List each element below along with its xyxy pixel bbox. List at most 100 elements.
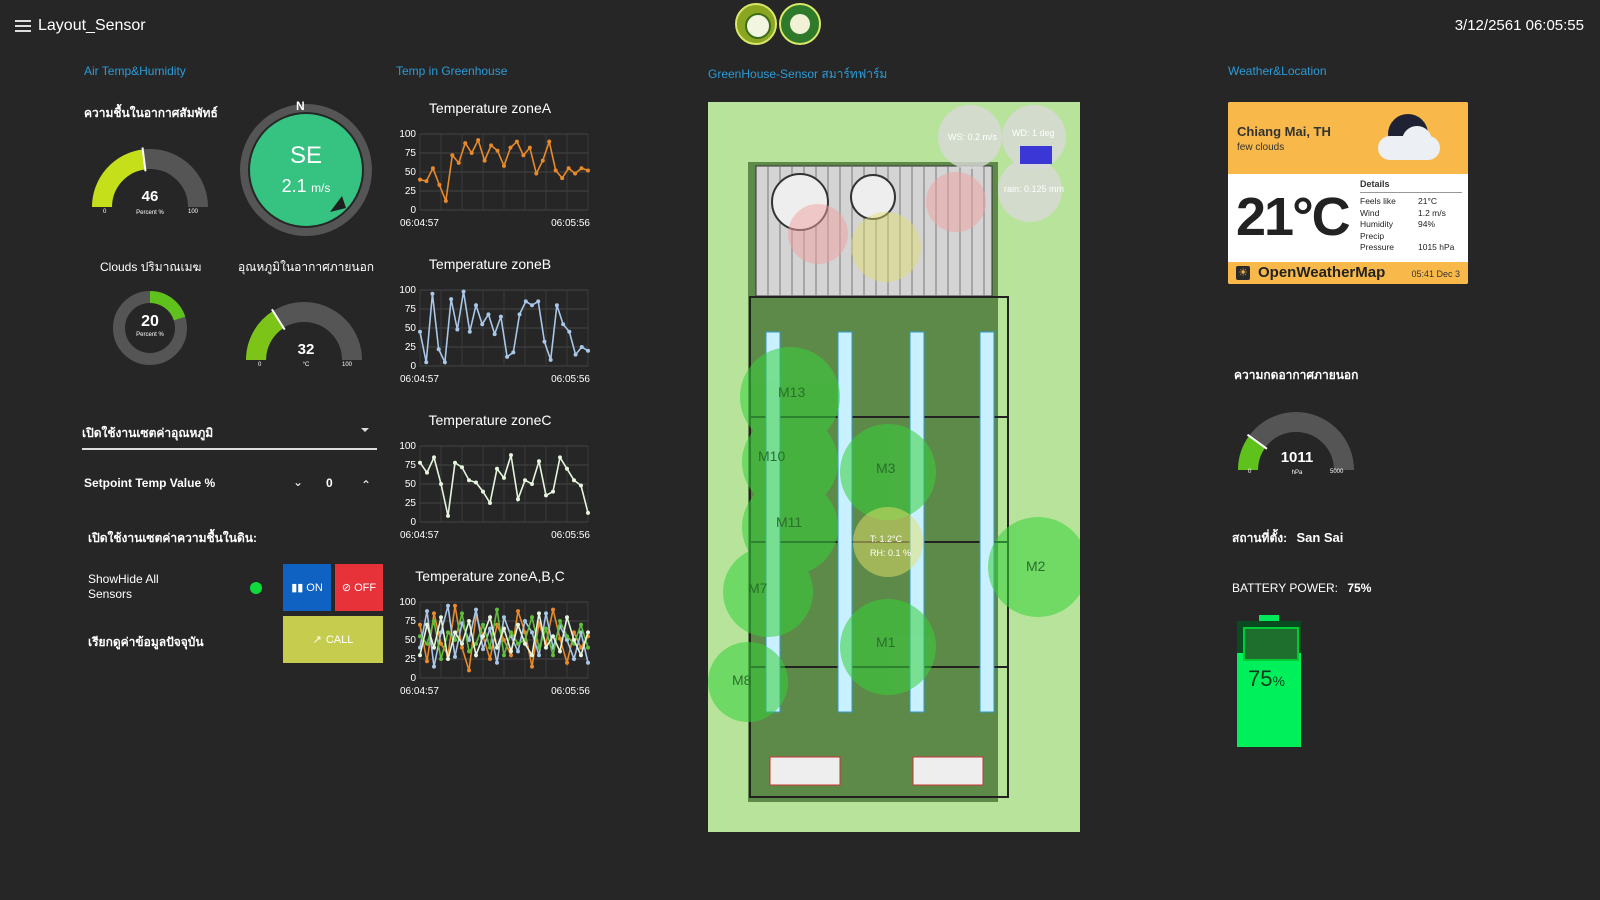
chart-point [505,354,510,359]
chart-point [495,660,499,665]
chart-point [586,510,590,515]
off-button[interactable]: ⊘ OFF [335,564,383,611]
call-button[interactable]: ↗ CALL [283,616,383,663]
chart-point [418,622,422,627]
app-title: Layout_Sensor [38,17,146,34]
chart-title: Temperature zoneC [428,412,552,428]
weather-widget: Chiang Mai, TH few clouds 21°C Details F… [1228,102,1468,284]
chart-point [544,626,548,631]
zone-m11-label: M11 [776,514,803,530]
humidity-title: ความชื้นในอากาศสัมพัทธ์ [84,106,218,120]
chart-y-tick: 100 [399,285,416,296]
chart-point [442,360,447,365]
openweathermap-logo-icon: ☀ [1236,266,1250,280]
chart-point [425,609,429,614]
chart-point [586,348,590,353]
temp-dropdown-label: เปิดใช้งานเซตค่าอุณหภูมิ [82,426,214,440]
setpoint-value[interactable]: 0 [326,476,333,490]
chart-y-tick: 75 [405,460,417,471]
battery-percent-number: 75 [1248,666,1273,691]
chart-point [436,347,441,352]
chart-point [509,653,513,658]
chart-point [432,619,436,623]
chart-y-tick: 50 [405,635,417,646]
on-button[interactable]: ▮▮ ON [283,564,331,611]
chart-point [565,634,569,639]
weather-temp: 21°C [1236,187,1351,247]
chart-point [455,327,460,332]
weather-detail-row: Wind 1.2 m/s [1360,208,1464,220]
chart-y-tick: 50 [405,479,417,490]
chart-point [432,645,436,650]
chart-point [453,630,457,635]
chart-point [449,297,454,302]
chart-y-tick: 100 [399,129,416,140]
battery-icon [1237,615,1301,747]
chart-point [558,649,562,654]
clouds-gauge [113,291,187,365]
chart-point [474,480,478,485]
menu-icon[interactable] [15,20,31,32]
wind-dir-reading: WD: 1 deg [1012,128,1055,138]
status-dot-icon [250,582,262,594]
chart-point [418,653,422,658]
chart-point [502,638,506,642]
chart-point [488,645,492,650]
clouds-unit: Percent % [136,332,164,338]
chart-point [460,465,464,470]
chart-y-tick: 75 [405,616,417,627]
zone-m3-label: M3 [876,460,896,476]
humidity-unit: Percent % [136,210,164,216]
chart-point [537,653,541,658]
chart-point [565,466,569,471]
chart-point [509,453,513,458]
weather-detail-row: Feels like 21°C [1360,196,1464,208]
wind-compass [240,104,372,236]
chart-point [534,171,539,176]
battery-percent-sign: % [1272,673,1285,689]
weather-updated: 05:41 Dec 3 [1411,269,1460,279]
weather-detail-value: 21°C [1418,196,1437,206]
chart-point [537,459,541,464]
chart-point [498,314,503,319]
chart-point [467,668,471,673]
rain-reading: rain: 0.125 mm [1004,184,1065,194]
battery-row: BATTERY POWER: 75% [1232,581,1371,595]
pressure-gauge [1238,412,1354,471]
weather-detail-value: 94% [1418,219,1436,229]
chart-point [530,303,534,308]
call-row-label: เรียกดูค่าข้อมูลปัจจุบัน [88,635,204,649]
temp-setpoint-dropdown[interactable]: เปิดใช้งานเซตค่าอุณหภูมิ [82,410,377,450]
battery-percent: 75% [1248,666,1285,692]
chart-x-tick: 06:04:57 [400,686,439,697]
chart-point [508,145,513,150]
chart-point [439,630,443,635]
outside-temp-min: 0 [258,362,262,368]
chart-point [463,141,468,146]
section-greenhouse-title: GreenHouse-Sensor สมาร์ทฟาร์ม [708,67,888,81]
outside-temp-max: 100 [342,362,353,368]
setpoint-decrement-icon[interactable]: ⌄ [292,475,304,489]
chart-point [450,153,455,158]
chart-point [418,460,422,465]
chart-y-tick: 0 [410,673,416,684]
compass-north: N [296,99,305,113]
chart-point [443,198,448,203]
clouds-title: Clouds ปริมาณเมฆ [100,260,202,274]
chart-point [424,360,429,365]
chart-point [446,603,450,608]
chart-point [530,664,534,669]
chart-point [579,483,583,488]
chart-point [572,638,576,642]
chart-point [453,603,457,608]
setpoint-increment-icon[interactable]: ⌃ [360,478,372,492]
chart-point [432,664,436,669]
weather-detail-key: Feels like [1360,196,1396,206]
chart-point [547,139,552,144]
temperature-chart: 100 75 50 25 0 06:04:57 06:05:56 [399,597,590,697]
chart-point [565,638,569,642]
chart-point [482,158,487,163]
chart-point [516,622,520,627]
chart-point [536,299,541,304]
chart-point [488,501,492,505]
